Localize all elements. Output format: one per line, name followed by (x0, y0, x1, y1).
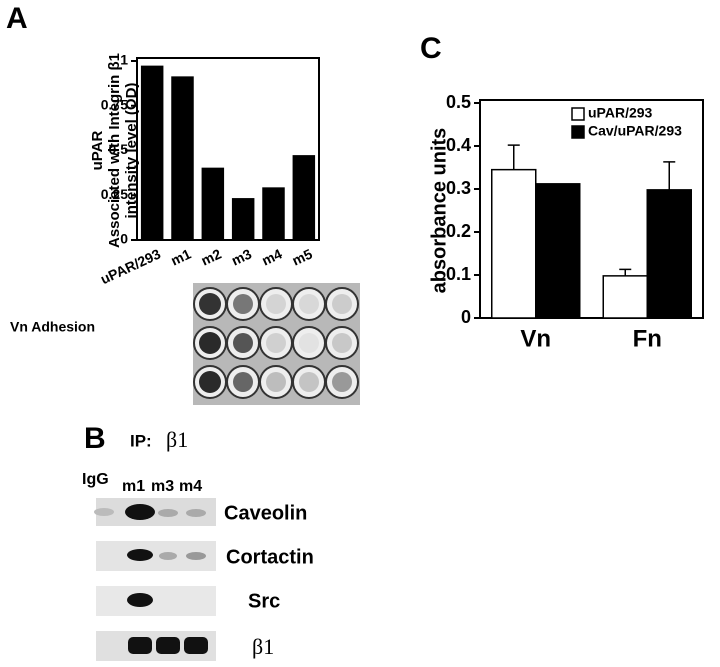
blot-row-label: β1 (252, 634, 274, 659)
legend-swatch (571, 125, 585, 139)
adhesion-label: Vn Adhesion (10, 319, 95, 335)
stain (332, 372, 352, 392)
stain (299, 333, 319, 353)
bar (171, 76, 194, 241)
stain (266, 372, 286, 392)
stain (332, 333, 352, 353)
x-tick-label: m5 (290, 245, 315, 268)
plot-frame (136, 57, 320, 241)
x-tick-label: m1 (168, 245, 193, 268)
blot-strip (96, 586, 216, 616)
band (128, 637, 152, 654)
blot-row-label: Caveolin (224, 502, 307, 524)
y-tick-label: 0.1 (446, 264, 471, 284)
x-tick-label: uPAR/293 (98, 245, 163, 287)
x-tick-label: m3 (229, 245, 254, 268)
bar (535, 183, 581, 319)
legend-label: uPAR/293 (588, 105, 653, 121)
lane-label: m4 (179, 478, 202, 495)
lane-label: IgG (82, 471, 109, 488)
stain (199, 293, 221, 315)
y-tick-label: 0.75 (101, 96, 128, 112)
y-tick-label: 0 (461, 307, 471, 327)
band (94, 508, 114, 516)
band (156, 637, 180, 654)
band (125, 504, 155, 520)
bar (292, 155, 316, 241)
y-tick-label: 1 (120, 52, 128, 68)
legend-swatch (571, 107, 585, 121)
panel-label: B (84, 422, 106, 455)
stain (332, 294, 352, 314)
bar (262, 187, 285, 241)
x-tick-label: m2 (199, 245, 224, 268)
y-axis-label: Associated with Integrin β1 (106, 53, 123, 248)
error-bar (663, 161, 676, 190)
y-tick-label: 0.3 (446, 178, 471, 198)
bar (140, 65, 164, 241)
band (186, 509, 206, 517)
ip-antibody: β1 (166, 427, 188, 452)
blot-row-label: Cortactin (226, 546, 314, 568)
y-tick-label: 0.4 (446, 135, 471, 155)
adhesion-plate (193, 283, 360, 405)
blot-row-label: Src (248, 590, 280, 612)
stain (233, 294, 253, 314)
panel-label: A (6, 2, 28, 35)
band (158, 509, 178, 517)
band (186, 552, 206, 560)
bar (646, 189, 692, 319)
stain (233, 372, 253, 392)
bar (602, 275, 648, 319)
y-tick-label: 0.5 (109, 141, 129, 157)
y-tick-label: 0 (120, 231, 128, 247)
stain (266, 333, 286, 353)
y-axis-label: uPAR (89, 130, 106, 170)
stain (199, 371, 221, 393)
stain (233, 333, 253, 353)
band (127, 549, 153, 561)
lane-label: m1 (122, 478, 145, 495)
stain (266, 294, 286, 314)
plot-frame (479, 99, 704, 319)
y-tick-label: 0.5 (446, 92, 471, 112)
error-bar (619, 268, 632, 276)
bar (491, 168, 537, 319)
y-tick-label: 0.25 (101, 186, 128, 202)
stain (299, 294, 319, 314)
legend-label: Cav/uPAR/293 (588, 123, 682, 139)
blot-strips (94, 498, 216, 661)
y-axis-label: absorbance units (428, 128, 450, 294)
panel-label: C (420, 32, 442, 65)
lane-label: m3 (151, 478, 174, 495)
x-tick-label: Vn (520, 325, 551, 352)
bar (231, 198, 255, 241)
ip-label: IP: (130, 431, 152, 450)
y-axis-label: intensity level (OD) (123, 83, 140, 219)
band (127, 593, 153, 607)
x-tick-label: Fn (633, 325, 662, 352)
error-bar (507, 144, 520, 170)
band (159, 552, 177, 560)
stain (199, 332, 221, 354)
y-tick-label: 0.2 (446, 221, 471, 241)
well-stains (199, 293, 352, 393)
band (184, 637, 208, 654)
x-tick-label: m4 (259, 245, 284, 268)
bar (201, 167, 225, 241)
stain (299, 372, 319, 392)
